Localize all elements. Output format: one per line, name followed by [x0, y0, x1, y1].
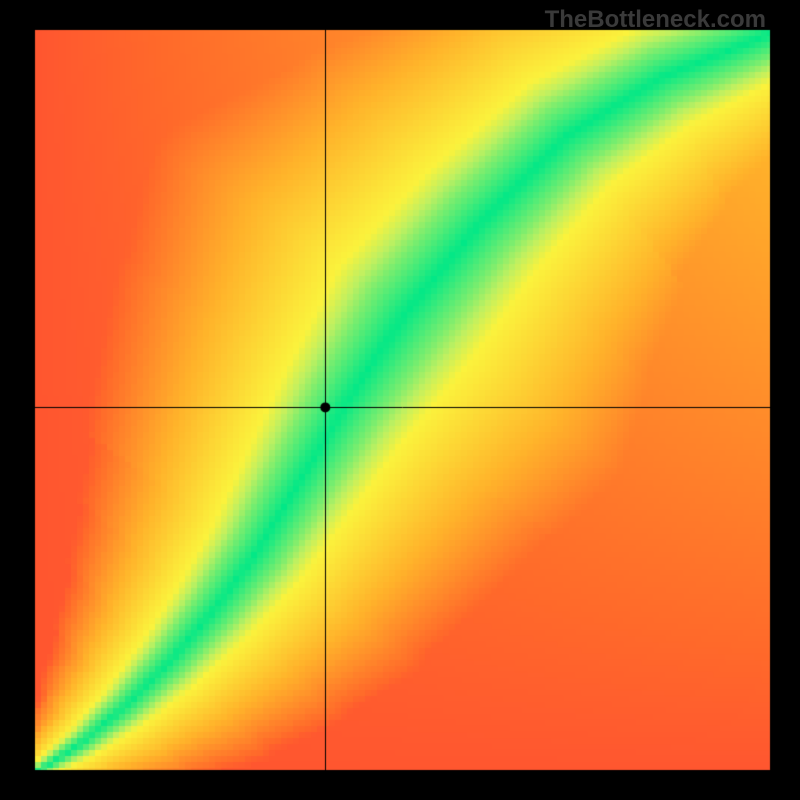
chart-container: TheBottleneck.com [0, 0, 800, 800]
watermark-text: TheBottleneck.com [545, 6, 766, 34]
heatmap-canvas [0, 0, 800, 800]
